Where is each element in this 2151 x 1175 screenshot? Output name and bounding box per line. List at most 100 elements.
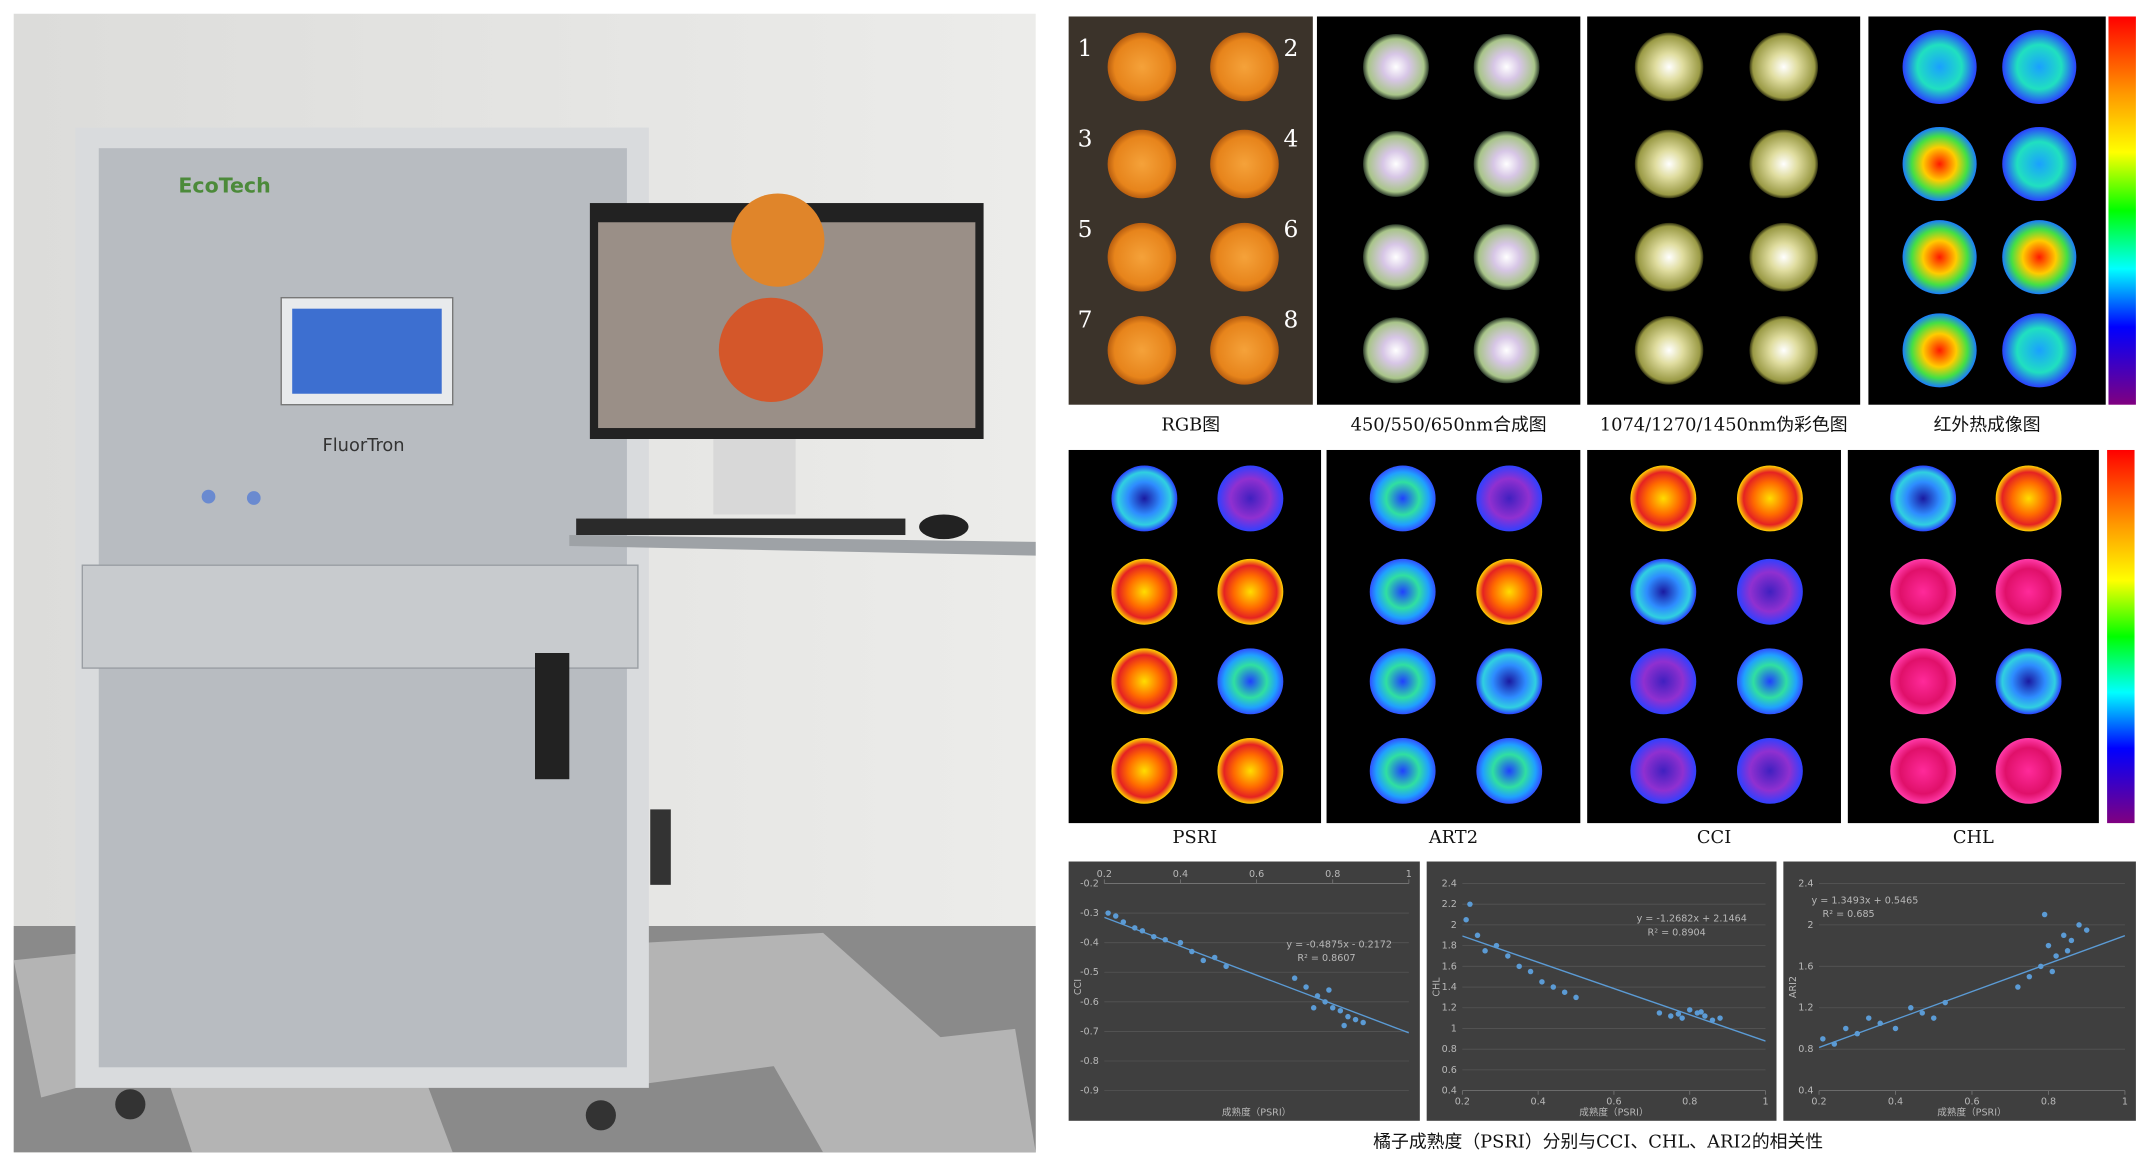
colorbar <box>2108 16 2136 405</box>
fruit <box>1217 648 1284 715</box>
fruit <box>1111 648 1178 715</box>
point <box>1854 1030 1861 1037</box>
point <box>1211 954 1218 961</box>
point <box>2038 963 2044 970</box>
trend-r-squared: R² = 0.8607 <box>1297 953 1355 964</box>
fruit-number: 4 <box>1283 125 1298 152</box>
point <box>1561 989 1568 995</box>
fruit <box>1217 558 1284 625</box>
fruit <box>1634 316 1704 385</box>
point <box>2015 984 2021 990</box>
y-axis-label: CCI <box>1073 979 1084 995</box>
y-tick-label: 1.8 <box>1442 941 1457 952</box>
fruit <box>1890 465 1957 532</box>
fruit <box>1369 465 1436 532</box>
fruit <box>1217 465 1284 532</box>
fruit <box>1473 34 1540 100</box>
point <box>1463 916 1469 923</box>
y-axis-label: CHL <box>1431 977 1442 997</box>
point <box>1573 994 1579 1001</box>
y-tick-label: -0.8 <box>1080 1056 1099 1067</box>
point <box>1467 901 1473 907</box>
y-tick-label: 1.2 <box>1798 1003 1813 1014</box>
y-tick-label: 2 <box>1451 920 1457 931</box>
panel-label: RGB图 <box>1161 414 1220 435</box>
y-tick-label: 2.2 <box>1442 899 1457 910</box>
point <box>1112 913 1119 919</box>
x-tick-label: 0.2 <box>1097 869 1112 880</box>
panel-label: CCI <box>1697 827 1731 848</box>
point <box>1151 933 1157 940</box>
wheel <box>115 1089 146 1120</box>
fruit <box>1995 465 2062 532</box>
fruit <box>1902 313 1977 388</box>
fruit <box>1630 737 1697 804</box>
x-tick-label: 0.4 <box>1531 1097 1546 1108</box>
fruit-number: 6 <box>1283 216 1298 243</box>
point <box>1908 1005 1914 1011</box>
point <box>1892 1025 1899 1032</box>
point <box>1702 1013 1708 1019</box>
point <box>1326 987 1332 993</box>
image-panel <box>1326 449 1581 824</box>
point <box>1474 932 1481 938</box>
fruit <box>1995 648 2062 715</box>
fruit <box>1890 648 1957 715</box>
caption: 橘子成熟度（PSRI）分别与CCI、CHL、ARI2的相关性 <box>1373 1132 1823 1153</box>
fruit <box>1473 224 1540 291</box>
handle <box>650 809 671 885</box>
fruit-number: 3 <box>1078 125 1093 152</box>
x-tick-label: 1 <box>1406 869 1412 880</box>
image-panel <box>1587 16 1861 405</box>
fruit-number: 1 <box>1078 35 1093 62</box>
fruit <box>1736 737 1803 804</box>
trend-r-squared: R² = 0.685 <box>1823 909 1875 920</box>
fruit <box>1111 737 1178 804</box>
fruit-number: 2 <box>1283 35 1298 62</box>
fruit <box>1369 648 1436 715</box>
y-tick-label: -0.4 <box>1080 938 1099 949</box>
keyboard <box>576 518 906 536</box>
trend-r-squared: R² = 0.8904 <box>1648 927 1706 938</box>
x-axis-label: 成熟度（PSRI） <box>1937 1107 2006 1119</box>
fruit <box>1369 558 1436 625</box>
point <box>1345 1013 1351 1020</box>
x-tick-label: 0.6 <box>1964 1097 1979 1108</box>
fruit <box>1107 32 1177 102</box>
fruit <box>2002 126 2077 202</box>
fruit-number: 8 <box>1283 307 1298 334</box>
x-tick-label: 0.8 <box>1682 1097 1697 1108</box>
y-tick-label: 0.4 <box>1798 1086 1813 1097</box>
fruit <box>1902 126 1977 202</box>
button <box>201 489 216 504</box>
fruit <box>1107 222 1177 292</box>
point <box>1717 1015 1723 1021</box>
y-tick-label: 2.4 <box>1442 878 1457 889</box>
panel-label: CHL <box>1953 827 1994 848</box>
image-panel <box>1316 16 1581 405</box>
point <box>2026 973 2033 980</box>
fruit <box>1476 465 1543 532</box>
y-tick-label: 1.2 <box>1442 1003 1457 1014</box>
point <box>1105 910 1111 916</box>
fruit <box>2002 220 2077 295</box>
point <box>1162 936 1168 943</box>
point <box>1550 984 1557 990</box>
fruit <box>1363 224 1429 291</box>
fruit <box>1749 222 1819 292</box>
fruit <box>1749 32 1819 102</box>
panel-label: 450/550/650nm合成图 <box>1351 414 1547 435</box>
fruit <box>1749 316 1819 385</box>
y-tick-label: -0.7 <box>1080 1026 1099 1037</box>
point <box>1200 957 1207 964</box>
x-tick-label: 1 <box>1762 1097 1768 1108</box>
fruit <box>1890 558 1957 625</box>
fruit <box>1473 131 1540 197</box>
point <box>1139 928 1146 934</box>
chart-background <box>1426 861 1777 1121</box>
point <box>1291 975 1298 981</box>
fruit <box>1736 648 1803 715</box>
point <box>2064 948 2071 954</box>
fruit <box>1995 737 2062 804</box>
point <box>1303 984 1309 990</box>
